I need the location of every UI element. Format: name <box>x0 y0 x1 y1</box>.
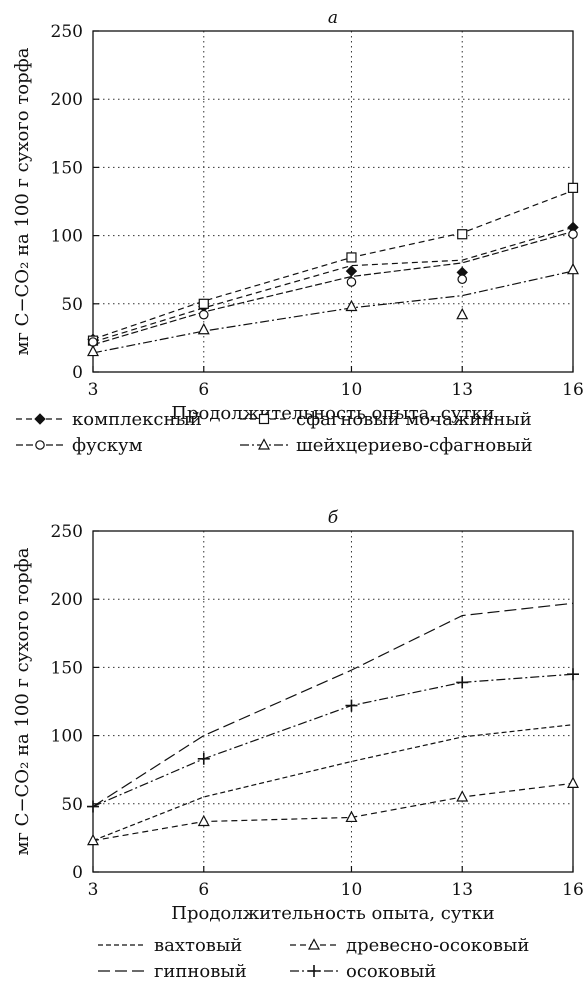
data-point <box>87 800 99 813</box>
data-point <box>457 274 468 285</box>
data-point <box>456 307 469 320</box>
x-tick-label: 16 <box>562 380 584 400</box>
series-сфагновый мочажинный <box>87 182 579 346</box>
y-tick-label: 250 <box>51 522 83 542</box>
series-line <box>92 270 574 354</box>
data-point <box>457 229 468 240</box>
x-tick-label: 13 <box>451 880 473 900</box>
y-tick-label: 200 <box>51 590 83 610</box>
y-tick-label: 100 <box>51 727 83 747</box>
data-point <box>197 752 210 765</box>
data-point <box>197 322 210 335</box>
plot-frame <box>92 30 574 373</box>
series-вахтовый <box>92 724 574 842</box>
legend-item: фускум <box>16 435 143 456</box>
plot-frame <box>92 530 574 873</box>
y-tick-label: 150 <box>51 658 83 678</box>
x-tick-label: 3 <box>88 380 99 400</box>
legend-label: сфагновый мочажинный <box>296 409 532 430</box>
data-point <box>567 262 579 275</box>
legend-item: шейхцериево-сфагновый <box>240 435 533 456</box>
series-line <box>92 673 574 808</box>
data-point <box>345 699 358 712</box>
y-tick-label: 200 <box>51 90 83 110</box>
data-point <box>198 309 209 320</box>
x-tick-label: 3 <box>88 880 99 900</box>
legend-label: гипновый <box>154 961 247 982</box>
y-tick-label: 250 <box>51 22 83 42</box>
data-point <box>567 668 579 681</box>
y-tick-label: 50 <box>61 295 83 315</box>
x-tick-label: 10 <box>341 380 363 400</box>
series-гипновый <box>92 602 574 808</box>
legend-label: вахтовый <box>154 935 242 956</box>
legend-marker <box>308 965 320 977</box>
y-tick-label: 150 <box>51 158 83 178</box>
data-point <box>456 676 469 689</box>
legend-item: осоковый <box>290 961 436 982</box>
x-tick-label: 6 <box>198 880 209 900</box>
legend: комплексный сфагновый мочажинный фускум шей… <box>16 409 533 456</box>
data-point <box>567 182 579 193</box>
y-tick-label: 0 <box>72 363 83 383</box>
y-tick-label: 100 <box>51 227 83 247</box>
series-line <box>92 602 574 808</box>
data-point <box>198 298 209 309</box>
chart-panel-1: 3 6 10 13 16050100150200250аПродолжительност… <box>12 8 584 424</box>
data-point <box>87 344 99 357</box>
legend-item: комплексный <box>16 409 202 430</box>
data-point <box>456 790 469 802</box>
x-tick-label: 13 <box>451 380 473 400</box>
legend-marker <box>35 440 45 450</box>
series-line <box>92 782 574 842</box>
legend-label: осоковый <box>346 961 436 982</box>
legend-item: гипновый <box>98 961 247 982</box>
series-осоковый <box>87 668 579 813</box>
series-line <box>92 190 574 340</box>
series-шейхцериево-сфагновый <box>87 262 579 357</box>
data-point <box>567 776 579 788</box>
legend-item: вахтовый <box>98 935 242 956</box>
y-axis-label: мг С−CO₂ на 100 г сухого торфа <box>12 547 33 855</box>
legend-item: древесно-осоковый <box>290 935 529 956</box>
legend-item: сфагновый мочажинный <box>240 409 532 430</box>
legend: вахтовый древесно-осоковый гипновый осоковы… <box>98 935 529 982</box>
legend-marker <box>258 413 270 425</box>
y-axis-label: мг С−CO₂ на 100 г сухого торфа <box>12 47 33 355</box>
legend-marker <box>258 438 270 450</box>
series-древесно-осоковый <box>87 776 579 846</box>
x-axis-label: Продолжительность опыта, сутки <box>171 903 494 924</box>
legend-label: древесно-осоковый <box>346 935 529 956</box>
legend-marker <box>34 413 46 425</box>
data-point <box>345 265 358 277</box>
gridlines <box>93 31 573 372</box>
legend-label: комплексный <box>72 409 202 430</box>
data-point <box>568 229 578 240</box>
y-tick-label: 0 <box>72 863 83 883</box>
data-point <box>87 833 99 846</box>
data-point <box>345 810 358 823</box>
y-tick-label: 50 <box>61 795 83 815</box>
x-tick-label: 10 <box>341 880 363 900</box>
series-line <box>92 226 574 343</box>
data-point <box>197 814 210 827</box>
series-line <box>92 724 574 842</box>
data-point <box>346 252 357 263</box>
panel-title: б <box>328 508 339 528</box>
data-point <box>345 299 358 312</box>
legend-label: шейхцериево-сфагновый <box>296 435 533 456</box>
data-point <box>346 277 357 287</box>
x-tick-label: 6 <box>198 380 209 400</box>
series-комплексный <box>87 221 579 345</box>
chart-panel-2: 3 6 10 13 16 0 50 100 150 200 250 б Продолжительност… <box>12 508 584 924</box>
legend-label: фускум <box>72 435 143 456</box>
legend-marker <box>308 938 320 950</box>
gridlines <box>93 531 573 872</box>
panel-title: а <box>328 8 338 28</box>
x-tick-label: 16 <box>562 880 584 900</box>
